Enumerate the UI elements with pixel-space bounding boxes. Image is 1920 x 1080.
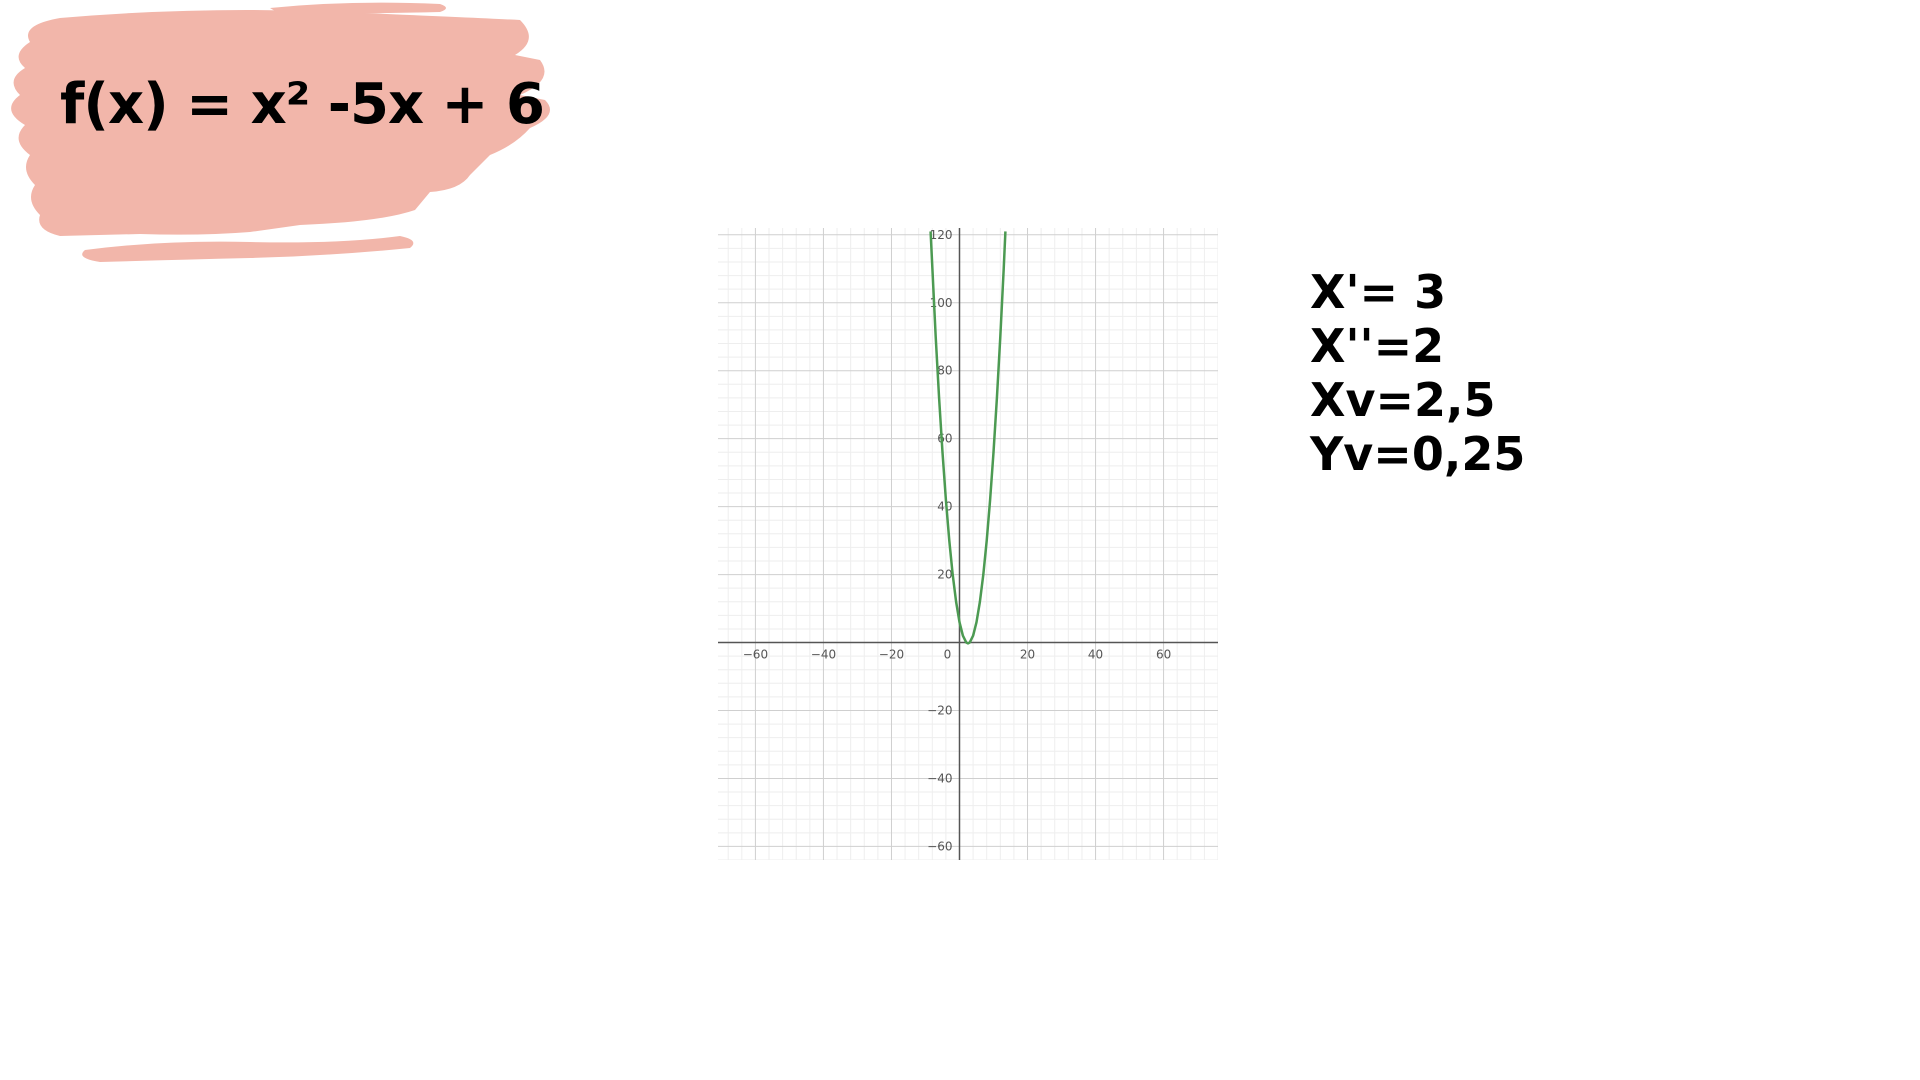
brush-stroke xyxy=(270,2,446,15)
y-tick-label: −20 xyxy=(927,703,952,717)
x-tick-label: 60 xyxy=(1156,648,1171,662)
y-tick-label: 40 xyxy=(937,500,952,514)
parabola-curve xyxy=(929,231,1007,645)
y-tick-label: 80 xyxy=(937,364,952,378)
y-tick-label: 60 xyxy=(937,432,952,446)
y-tick-label: 20 xyxy=(937,568,952,582)
root-x1: X'= 3 xyxy=(1310,265,1447,319)
y-tick-label: −40 xyxy=(927,771,952,785)
results-panel: X'= 3 X''=2 Xv=2,5 Yv=0,25 xyxy=(1310,265,1525,481)
x-tick-label: −40 xyxy=(811,648,836,662)
vertex-y: Yv=0,25 xyxy=(1310,427,1526,481)
brush-strokes xyxy=(11,2,551,262)
y-tick-label: −60 xyxy=(927,839,952,853)
brush-stroke xyxy=(82,236,414,262)
y-tick-label: 120 xyxy=(930,228,953,242)
brush-stroke-background xyxy=(11,2,551,262)
x-tick-label: 0 xyxy=(944,648,952,662)
x-tick-label: −20 xyxy=(879,648,904,662)
root-x2: X''=2 xyxy=(1310,319,1445,373)
formula-title: f(x) = x² -5x + 6 xyxy=(60,72,545,137)
x-tick-label: 40 xyxy=(1088,648,1103,662)
x-tick-label: 20 xyxy=(1020,648,1035,662)
vertex-x: Xv=2,5 xyxy=(1310,373,1496,427)
x-tick-label: −60 xyxy=(743,648,768,662)
brush-stroke xyxy=(11,10,551,236)
